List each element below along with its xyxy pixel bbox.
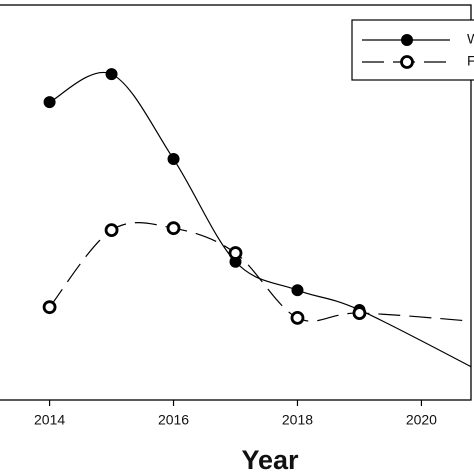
series-line: [49, 71, 471, 368]
data-point: [291, 284, 304, 297]
x-tick-label: 2020: [406, 412, 437, 428]
x-tick-label: 2016: [158, 412, 189, 428]
series-line: [49, 222, 471, 322]
x-tick-label: 2014: [34, 412, 65, 428]
plot-area: [42, 68, 471, 368]
legend-label: W: [467, 31, 474, 47]
data-point: [290, 310, 305, 325]
data-point: [42, 300, 57, 315]
legend-marker: [400, 55, 414, 69]
data-point: [105, 68, 118, 81]
x-axis-title: Year: [241, 445, 299, 474]
legend-label: F: [467, 53, 474, 69]
data-point: [228, 246, 243, 260]
data-point: [104, 223, 119, 238]
data-point: [167, 153, 180, 166]
legend-marker: [401, 34, 413, 46]
legend: WF: [351, 19, 474, 81]
data-point: [166, 221, 181, 236]
legend-box: [351, 19, 474, 81]
data-point: [43, 96, 56, 109]
plot-frame: [0, 4, 472, 401]
data-point: [352, 306, 367, 321]
x-tick-label: 2018: [282, 412, 313, 428]
